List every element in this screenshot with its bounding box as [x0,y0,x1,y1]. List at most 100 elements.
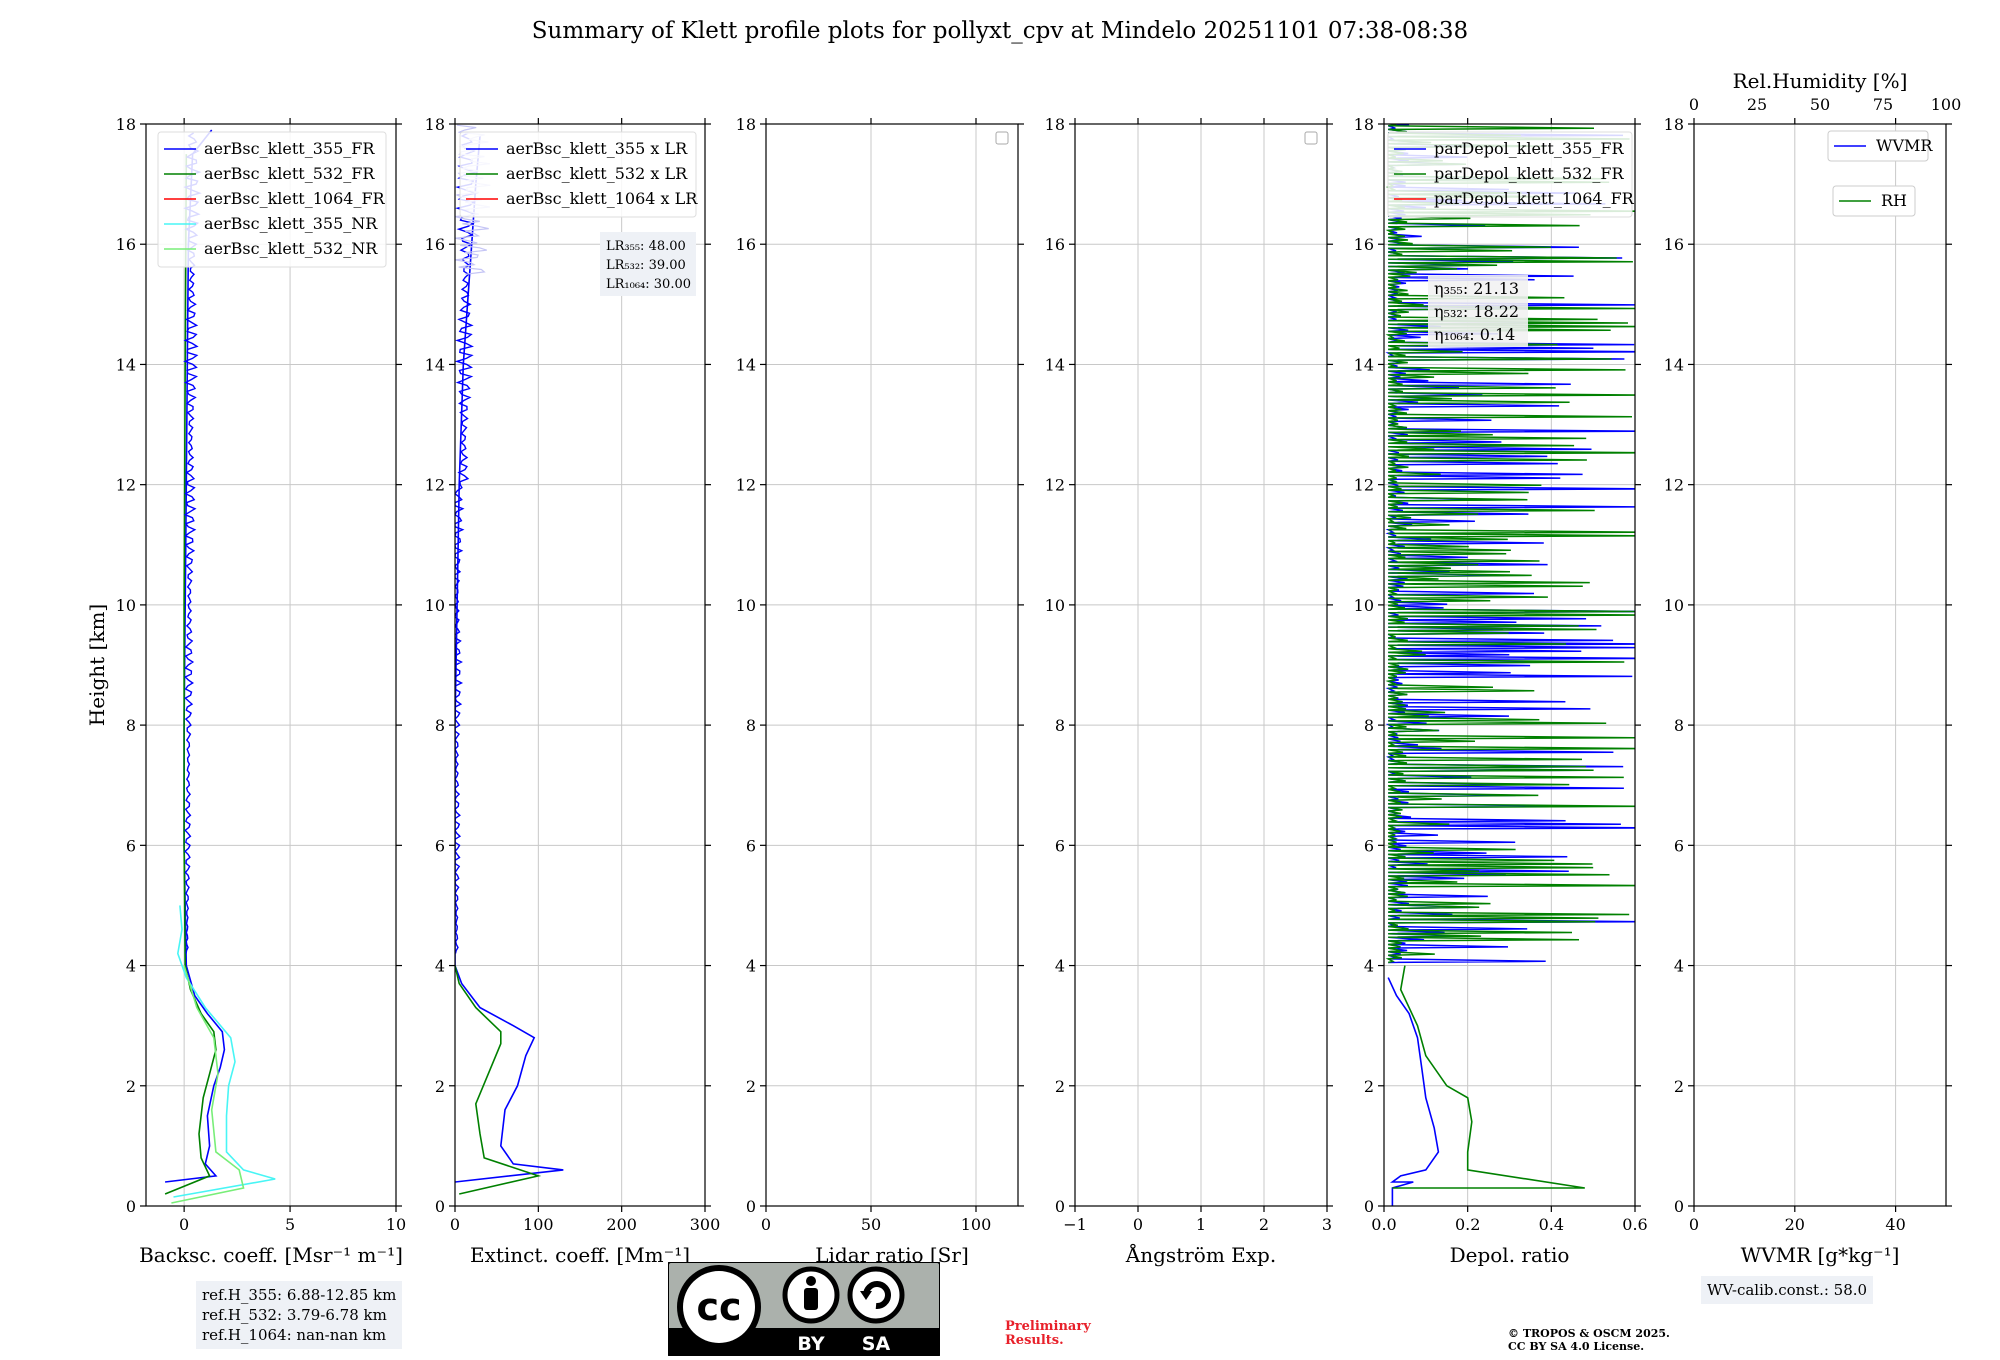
wvmr-top-xtick-label: 25 [1747,95,1767,114]
lr-label-box [600,232,696,296]
backscatter-xlabel: Backsc. coeff. [Msr⁻¹ m⁻¹] [139,1243,403,1267]
extinction-xtick-label: 100 [523,1215,554,1234]
backscatter-ytick-label: 0 [126,1197,136,1216]
lidar-ratio-ytick-label: 12 [736,476,756,495]
depol-ytick-label: 2 [1364,1077,1374,1096]
depol-frame [1383,123,1636,1207]
backscatter-ytick-label: 6 [126,836,136,855]
backscatter-frame [145,123,397,1207]
lidar-ratio-ytick-label: 18 [736,115,756,134]
extinction-ytick-label: 18 [425,115,445,134]
depol-ytick-label: 0 [1364,1197,1374,1216]
backscatter-ytick-label: 4 [126,957,136,976]
lidar-ratio-ytick-label: 0 [746,1197,756,1216]
angstrom-xlabel: Ångström Exp. [1125,1242,1276,1267]
extinction-ytick-label: 10 [425,596,445,615]
extinction-series-aerBsc_klett_532 x LR [455,965,542,1195]
backscatter-series-aerBsc_klett_532_NR [171,965,245,1204]
angstrom-ytick-label: 0 [1055,1197,1065,1216]
extinction-panel [449,118,711,1212]
eta-label: η₁₀₆₄: 0.14 [1434,325,1515,344]
lidar-ratio-xtick-label: 0 [761,1215,771,1234]
preliminary-line-1: Preliminary [1005,1319,1091,1334]
legend-rh-box [1832,185,1916,217]
wvmr-ytick-label: 14 [1664,355,1684,374]
angstrom-ytick-label: 6 [1055,836,1065,855]
extinction-legend-box [459,131,697,218]
lidar-ratio-ytick-label: 8 [746,716,756,735]
extinction-series-aerBsc_klett_355 x LR [455,135,564,1183]
lidar-ratio-xtick-label: 50 [861,1215,881,1234]
angstrom-panel [1069,118,1333,1212]
eta-label-box [1428,275,1528,347]
extinction-ytick-label: 14 [425,355,445,374]
angstrom-ytick-label: 18 [1045,115,1065,134]
lr-label: LR₅₃₂: 39.00 [606,258,686,273]
wvmr-frame [1693,123,1947,1207]
backscatter-ytick-label: 12 [116,476,136,495]
license-sa-label: SA [862,1333,891,1355]
depol-legend-box [1387,131,1633,218]
wvmr-ytick-label: 10 [1664,596,1684,615]
wvmr-ytick-label: 8 [1674,716,1684,735]
depol-legend-label: parDepol_klett_355_FR [1434,139,1625,158]
wvmr-ytick-label: 4 [1674,957,1684,976]
backscatter-legend-label: aerBsc_klett_1064_FR [204,189,386,208]
backscatter-noise-355 [183,132,202,954]
depol-xtick-label: 0.4 [1539,1215,1564,1234]
depol-spikes-1 [1385,124,1635,964]
backscatter-xtick-label: 10 [386,1215,406,1234]
backscatter-ytick-label: 18 [116,115,136,134]
copyright-line-2: CC BY SA 4.0 License. [1508,1340,1645,1353]
lidar-ratio-ytick-label: 4 [746,957,756,976]
backscatter-series-aerBsc_klett_355_NR [173,905,276,1198]
backscatter-ytick-label: 10 [116,596,136,615]
extinction-legend-label: aerBsc_klett_355 x LR [506,139,688,158]
angstrom-ytick-label: 4 [1055,957,1065,976]
lr-label: LR₁₀₆₄: 30.00 [606,277,691,292]
angstrom-xtick-label: 0 [1133,1215,1143,1234]
extinction-ytick-label: 0 [435,1197,445,1216]
angstrom-xtick-label: 1 [1196,1215,1206,1234]
wvmr-xtick-label: 20 [1785,1215,1805,1234]
angstrom-ytick-label: 14 [1045,355,1065,374]
angstrom-ytick-label: 16 [1045,235,1065,254]
angstrom-ytick-label: 12 [1045,476,1065,495]
lidar-ratio-xtick-label: 100 [961,1215,992,1234]
depol-xtick-label: 0.6 [1622,1215,1647,1234]
backscatter-ytick-label: 14 [116,355,136,374]
backscatter-legend-label: aerBsc_klett_532_FR [204,164,375,183]
backscatter-series-aerBsc_klett_532_FR [164,154,217,1195]
depol-ytick-label: 6 [1364,836,1374,855]
extinction-noise-355 [455,132,479,954]
wvmr-top-xtick-label: 75 [1873,95,1893,114]
eta-label: η₅₃₂: 18.22 [1434,302,1519,321]
copyright-notice: © TROPOS & OSCM 2025. CC BY SA 4.0 Licen… [1508,1327,1670,1353]
extinction-ytick-label: 16 [425,235,445,254]
wvmr-top-xtick-label: 50 [1810,95,1830,114]
backscatter-legend-label: aerBsc_klett_355_FR [204,139,375,158]
depol-ytick-label: 10 [1354,596,1374,615]
depol-xlabel: Depol. ratio [1450,1243,1570,1267]
depol-legend-label: parDepol_klett_532_FR [1434,164,1625,183]
depol-xtick-label: 0.2 [1455,1215,1480,1234]
angstrom-empty-legend [1304,131,1318,145]
depol-ytick-label: 8 [1364,716,1374,735]
depol-ytick-label: 18 [1354,115,1374,134]
extinction-legend-label: aerBsc_klett_532 x LR [506,164,688,183]
eta-label: η₃₅₅: 21.13 [1434,279,1519,298]
extinction-ytick-label: 4 [435,957,445,976]
backscatter-ytick-label: 2 [126,1077,136,1096]
ref-heights-box: ref.H_355: 6.88-12.85 km ref.H_532: 3.79… [196,1281,403,1349]
depol-spikes-0 [1385,124,1635,964]
lidar-ratio-ytick-label: 16 [736,235,756,254]
wvmr-top-xlabel: Rel.Humidity [%] [1733,69,1908,93]
backscatter-legend-label: aerBsc_klett_532_NR [204,239,378,258]
lidar-ratio-ytick-label: 14 [736,355,756,374]
wvmr-ytick-label: 12 [1664,476,1684,495]
backscatter-series-aerBsc_klett_355_FR [165,129,226,1183]
angstrom-ytick-label: 2 [1055,1077,1065,1096]
lidar-ratio-frame [765,123,1019,1207]
depol-ytick-label: 14 [1354,355,1374,374]
backscatter-panel [140,118,402,1212]
